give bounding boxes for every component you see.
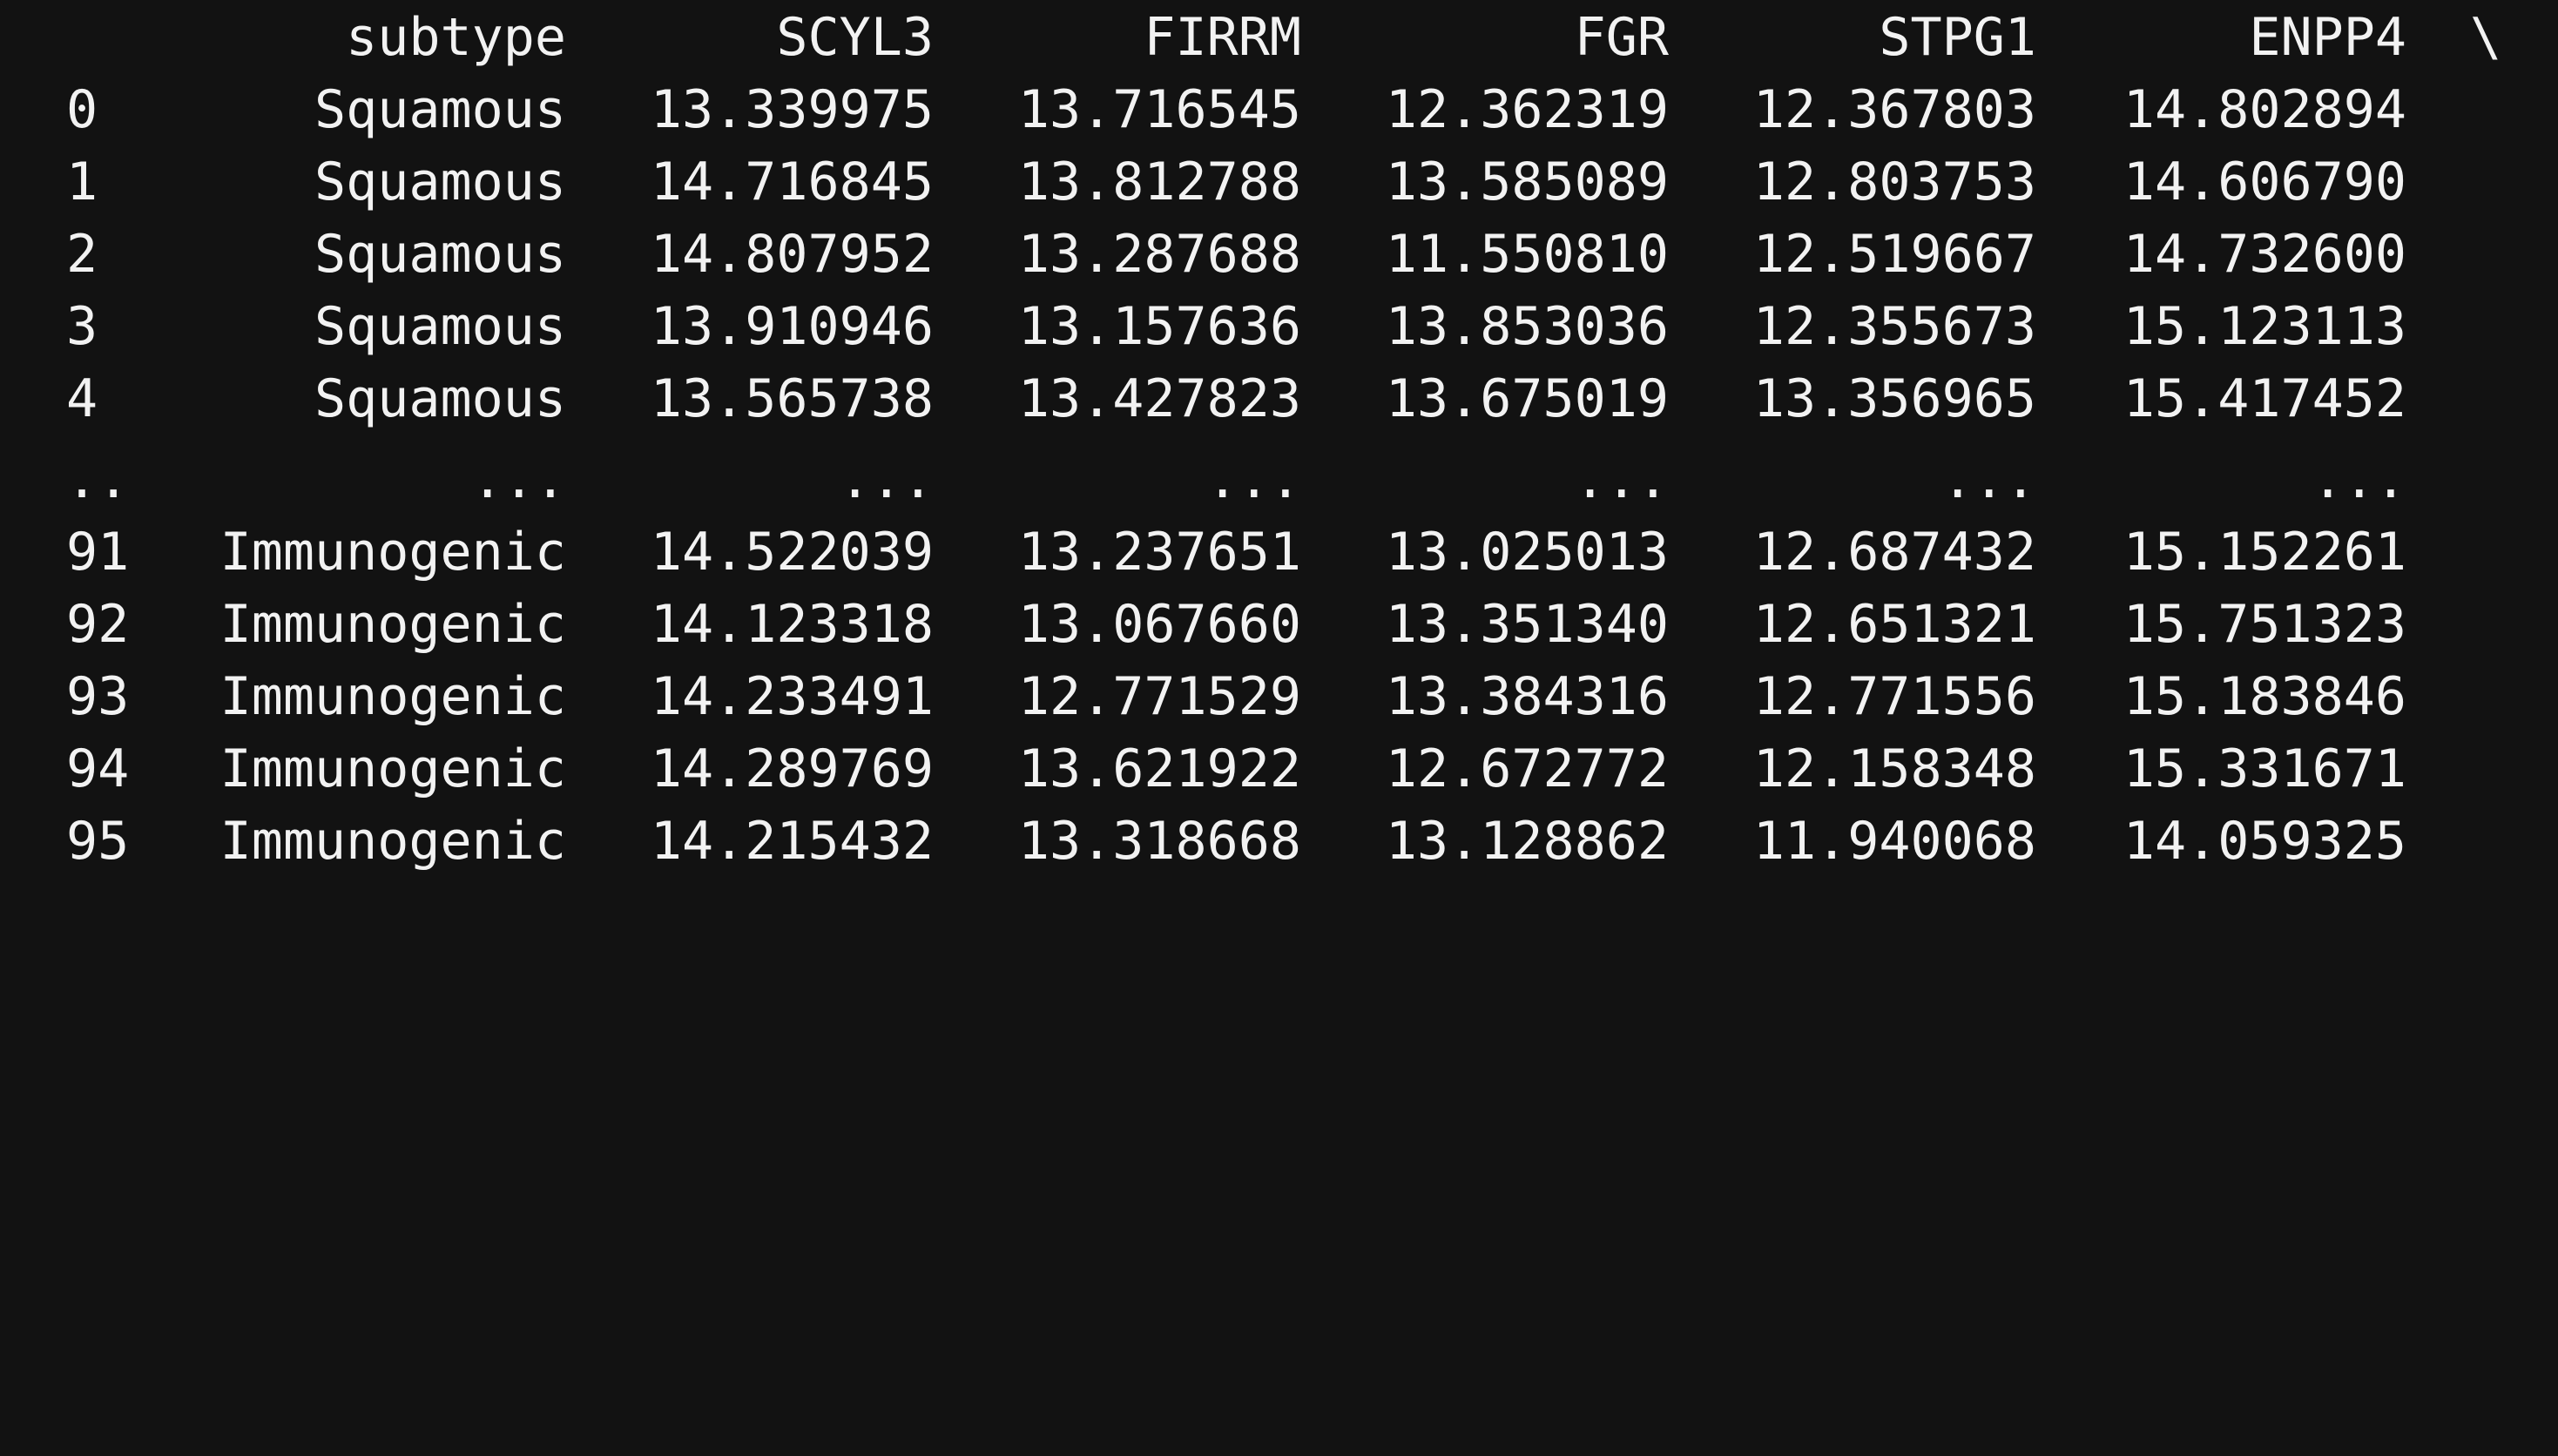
cell-scyl3: 13.339975 [650,79,934,140]
cell-scyl3: ... [839,449,934,510]
row-index: 1 [66,152,98,212]
cell-fgr: 13.025013 [1385,522,1669,583]
cell-fgr: 13.384316 [1385,666,1669,727]
cell-subtype: Squamous [314,296,566,357]
column-header-stpg1: STPG1 [1879,7,2036,68]
column-header-firrm: FIRRM [1144,7,1301,68]
row-index: 92 [66,594,130,655]
cell-fgr: 13.585089 [1385,152,1669,212]
cell-subtype: Immunogenic [219,594,566,655]
cell-enpp4: 14.606790 [2123,152,2406,212]
cell-enpp4: ... [2312,449,2406,510]
row-index: 91 [66,522,130,583]
row-index: 3 [66,296,98,357]
cell-scyl3: 14.716845 [650,152,934,212]
cell-scyl3: 13.565738 [650,368,934,429]
cell-scyl3: 14.123318 [650,594,934,655]
cell-subtype: Immunogenic [219,522,566,583]
table-row: 95 Immunogenic 14.215432 13.318668 13.12… [0,806,2558,878]
table-row: 4 Squamous 13.565738 13.427823 13.675019… [0,363,2558,435]
row-index: 94 [66,738,130,799]
cell-subtype: Squamous [314,152,566,212]
cell-firrm: 12.771529 [1017,666,1301,727]
cell-firrm: 13.812788 [1017,152,1301,212]
cell-firrm: 13.318668 [1017,811,1301,872]
cell-fgr: 13.853036 [1385,296,1669,357]
cell-enpp4: 14.802894 [2123,79,2406,140]
table-header: subtype SCYL3 FIRRM FGR STPG1 ENPP4 \ [0,2,2558,74]
cell-firrm: ... [1206,449,1301,510]
cell-firrm: 13.067660 [1017,594,1301,655]
table-row: 93 Immunogenic 14.233491 12.771529 13.38… [0,661,2558,733]
table-row: 1 Squamous 14.716845 13.812788 13.585089… [0,146,2558,219]
cell-firrm: 13.287688 [1017,224,1301,285]
cell-stpg1: 12.687432 [1752,522,2036,583]
cell-enpp4: 14.732600 [2123,224,2406,285]
cell-fgr: 12.362319 [1385,79,1669,140]
cell-stpg1: 12.158348 [1752,738,2036,799]
line-continuation-marker: \ [2470,7,2502,68]
table-row-ellipsis: .. ... ... ... ... ... ... [0,444,2558,516]
cell-stpg1: 12.651321 [1752,594,2036,655]
cell-stpg1: 12.367803 [1752,79,2036,140]
cell-stpg1: ... [1941,449,2036,510]
cell-scyl3: 14.807952 [650,224,934,285]
cell-enpp4: 15.417452 [2123,368,2406,429]
cell-firrm: 13.427823 [1017,368,1301,429]
cell-subtype: ... [471,449,566,510]
row-index: 95 [66,811,130,872]
cell-scyl3: 14.522039 [650,522,934,583]
cell-fgr: 13.128862 [1385,811,1669,872]
cell-enpp4: 15.123113 [2123,296,2406,357]
terminal-output: subtype SCYL3 FIRRM FGR STPG1 ENPP4 \ 0 … [0,2,2558,878]
table-row: 94 Immunogenic 14.289769 13.621922 12.67… [0,733,2558,806]
cell-stpg1: 13.356965 [1752,368,2036,429]
cell-stpg1: 12.355673 [1752,296,2036,357]
cell-subtype: Immunogenic [219,738,566,799]
cell-stpg1: 12.803753 [1752,152,2036,212]
cell-subtype: Squamous [314,224,566,285]
cell-subtype: Squamous [314,368,566,429]
table-row: 0 Squamous 13.339975 13.716545 12.362319… [0,74,2558,146]
cell-enpp4: 15.183846 [2123,666,2406,727]
table-row: 2 Squamous 14.807952 13.287688 11.550810… [0,219,2558,291]
cell-stpg1: 12.771556 [1752,666,2036,727]
cell-stpg1: 12.519667 [1752,224,2036,285]
cell-enpp4: 15.751323 [2123,594,2406,655]
cell-stpg1: 11.940068 [1752,811,2036,872]
table-row: 91 Immunogenic 14.522039 13.237651 13.02… [0,516,2558,589]
cell-enpp4: 14.059325 [2123,811,2406,872]
cell-fgr: 12.672772 [1385,738,1669,799]
cell-enpp4: 15.331671 [2123,738,2406,799]
cell-subtype: Squamous [314,79,566,140]
cell-firrm: 13.237651 [1017,522,1301,583]
cell-firrm: 13.716545 [1017,79,1301,140]
cell-scyl3: 14.289769 [650,738,934,799]
column-header-enpp4: ENPP4 [2249,7,2406,68]
cell-subtype: Immunogenic [219,666,566,727]
row-index: 2 [66,224,98,285]
row-index: 93 [66,666,130,727]
row-index: .. [66,449,130,510]
table-row: 3 Squamous 13.910946 13.157636 13.853036… [0,291,2558,363]
cell-firrm: 13.621922 [1017,738,1301,799]
cell-scyl3: 14.215432 [650,811,934,872]
column-header-scyl3: SCYL3 [776,7,934,68]
cell-fgr: ... [1574,449,1669,510]
cell-fgr: 11.550810 [1385,224,1669,285]
cell-firrm: 13.157636 [1017,296,1301,357]
cell-enpp4: 15.152261 [2123,522,2406,583]
row-index: 0 [66,79,98,140]
cell-scyl3: 14.233491 [650,666,934,727]
cell-fgr: 13.675019 [1385,368,1669,429]
cell-subtype: Immunogenic [219,811,566,872]
column-header-subtype: subtype [346,7,566,68]
row-index: 4 [66,368,98,429]
cell-fgr: 13.351340 [1385,594,1669,655]
column-header-fgr: FGR [1574,7,1669,68]
cell-scyl3: 13.910946 [650,296,934,357]
table-row: 92 Immunogenic 14.123318 13.067660 13.35… [0,589,2558,661]
